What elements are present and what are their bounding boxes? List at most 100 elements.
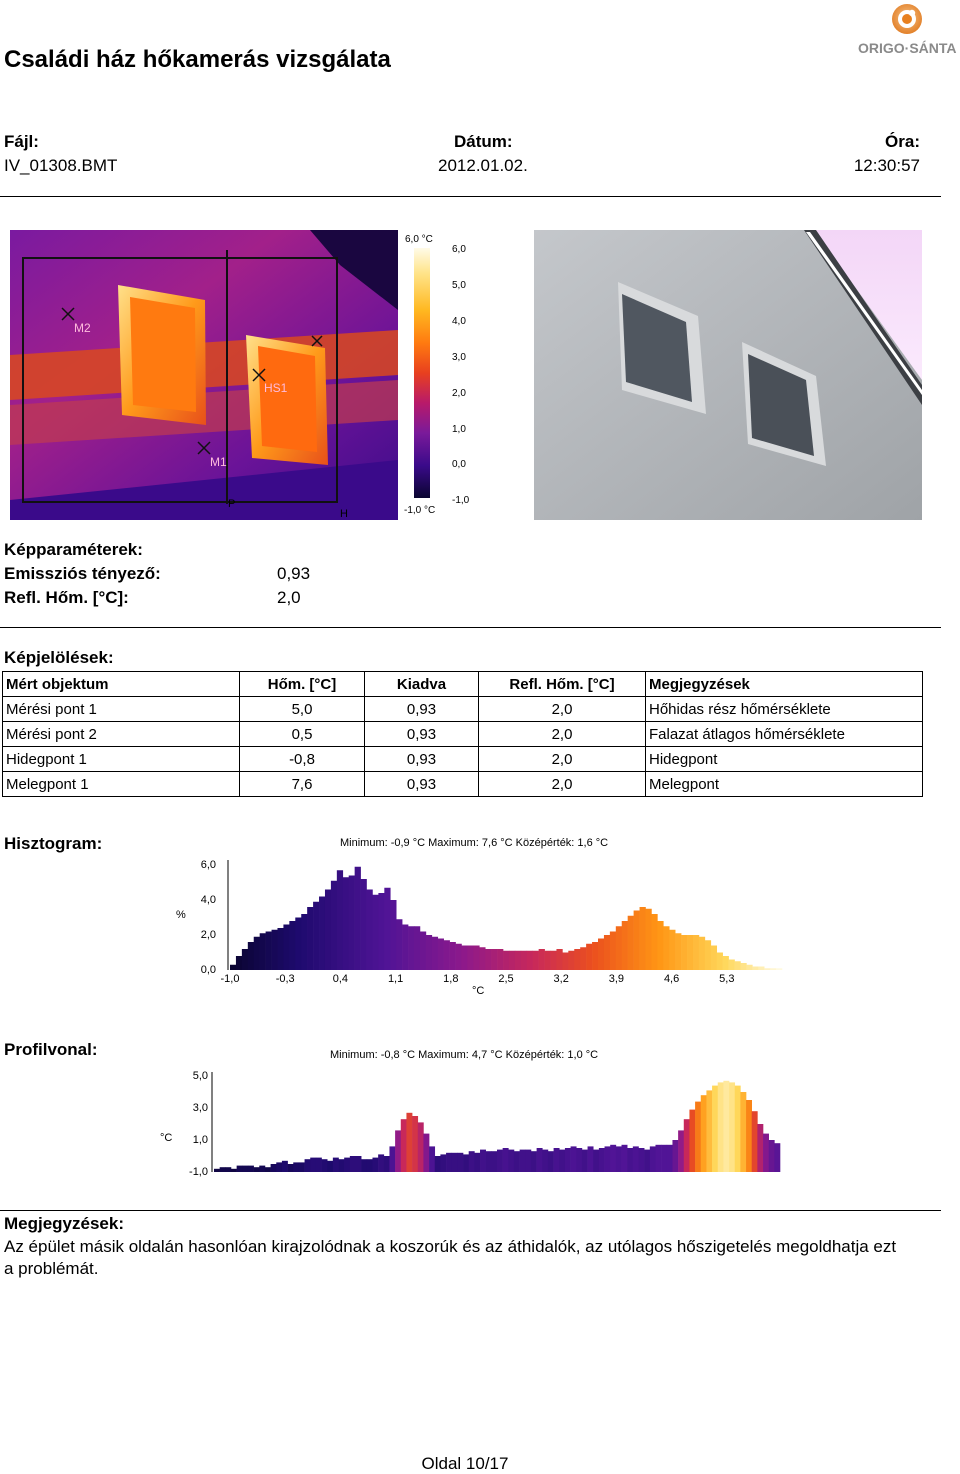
histogram-bar xyxy=(497,949,504,970)
scale-tick: 0,0 xyxy=(452,459,466,470)
histogram-x-tick: 5,3 xyxy=(719,973,734,985)
scale-top-label: 6,0 °C xyxy=(405,234,433,245)
notes-text: Az épület másik oldalán hasonlóan kirajz… xyxy=(4,1237,897,1278)
profile-bar xyxy=(406,1112,413,1172)
marker-hs1: HS1 xyxy=(264,381,288,395)
table-cell: -0,8 xyxy=(239,746,365,772)
table-cell: Hidegpont xyxy=(645,746,923,772)
profile-bar xyxy=(230,1168,237,1172)
histogram-bar xyxy=(740,963,747,970)
table-cell: Falazat átlagos hőmérséklete xyxy=(645,721,923,747)
profile-bar xyxy=(632,1146,639,1172)
histogram-bar xyxy=(342,877,350,970)
profile-bar xyxy=(423,1133,430,1172)
histogram-x-tick: -1,0 xyxy=(221,973,240,985)
table-cell: 5,0 xyxy=(239,696,365,722)
profile-bar xyxy=(497,1149,503,1172)
histogram-bar xyxy=(669,929,676,970)
profile-bar xyxy=(587,1146,594,1172)
profile-bar xyxy=(378,1154,385,1172)
refl-temp-value: 2,0 xyxy=(277,588,301,607)
histogram-bar xyxy=(764,968,771,970)
profile-bar xyxy=(400,1119,407,1172)
histogram-bar xyxy=(235,956,243,970)
histogram-bar xyxy=(485,949,492,970)
histogram-bar xyxy=(514,950,522,970)
histogram-bar xyxy=(491,949,498,970)
profile-bar xyxy=(321,1159,328,1172)
histogram-bar xyxy=(592,942,599,970)
histogram-bar xyxy=(710,945,718,970)
profile-bar xyxy=(751,1111,758,1172)
histogram-bar xyxy=(770,968,777,970)
profile-bar xyxy=(508,1149,515,1172)
histogram-bar xyxy=(419,931,427,970)
profile-title: Profilvonal: xyxy=(4,1040,98,1059)
histogram-y-tick: 2,0 xyxy=(201,929,216,941)
profile-bar xyxy=(717,1082,724,1172)
profile-bar xyxy=(457,1152,464,1172)
table-cell: 0,5 xyxy=(239,721,365,747)
profile-bar xyxy=(502,1148,509,1172)
histogram-bar xyxy=(241,949,249,970)
profile-bar xyxy=(700,1095,707,1172)
profile-bar xyxy=(372,1157,379,1172)
histogram-bar xyxy=(556,949,563,970)
histogram-bar xyxy=(247,942,255,970)
profile-bar xyxy=(389,1146,396,1172)
profile-bar xyxy=(366,1159,373,1172)
histogram-bar xyxy=(722,956,729,970)
profile-y-tick: 3,0 xyxy=(193,1102,208,1114)
histogram-bar xyxy=(384,887,391,970)
file-value: IV_01308.BMT xyxy=(4,156,118,175)
marker-h: H xyxy=(340,508,348,520)
histogram-bar xyxy=(319,896,326,970)
histogram-bar xyxy=(437,938,444,970)
profile-bar xyxy=(327,1160,334,1172)
profile-bar xyxy=(446,1152,453,1172)
table-row: Mérési pont 1 5,0 0,93 2,0 Hőhidas rész … xyxy=(2,696,923,722)
profile-bar xyxy=(344,1157,351,1172)
histogram-title: Hisztogram: xyxy=(4,834,103,853)
profile-y-tick: 5,0 xyxy=(193,1070,208,1082)
profile-bar xyxy=(463,1154,469,1172)
page-number: Oldal 10/17 xyxy=(421,1454,509,1473)
histogram-bar xyxy=(425,935,433,970)
histogram-bar xyxy=(301,914,308,970)
thermal-image: M2 HS1 M1 xyxy=(10,230,398,520)
logo-text: ORIGO·SÁNTA xyxy=(858,40,957,56)
histogram-bar xyxy=(681,935,688,970)
histogram-bar xyxy=(728,959,735,970)
profile-bar xyxy=(219,1167,226,1172)
profile-bar xyxy=(225,1167,232,1172)
histogram-bar xyxy=(230,964,237,970)
histogram-bar xyxy=(378,893,385,970)
scale-tick: 3,0 xyxy=(452,352,466,363)
profile-bar xyxy=(525,1149,532,1172)
profile-bar xyxy=(740,1092,747,1172)
profile-bar xyxy=(678,1130,685,1172)
histogram-bar xyxy=(544,950,551,970)
histogram-bar xyxy=(259,933,266,970)
profile-bar xyxy=(666,1144,673,1172)
histogram-bar xyxy=(627,915,634,970)
histogram-bar xyxy=(396,919,403,970)
histogram-x-tick: 4,6 xyxy=(664,973,679,985)
table-cell: Mérési pont 2 xyxy=(2,721,240,747)
table-row: Melegpont 1 7,6 0,93 2,0 Melegpont xyxy=(2,771,923,797)
histogram-bar xyxy=(330,880,338,970)
profile-bar xyxy=(315,1157,322,1172)
profile-bar xyxy=(338,1159,345,1172)
profile-bar xyxy=(485,1151,492,1172)
table-cell: Melegpont xyxy=(645,771,923,797)
histogram-bar xyxy=(354,866,361,970)
table-cell: 2,0 xyxy=(478,771,646,797)
table-cell: 0,93 xyxy=(364,721,479,747)
histogram-x-tick: 3,9 xyxy=(609,973,624,985)
divider xyxy=(0,196,941,197)
divider xyxy=(0,1210,941,1211)
time-label: Óra: xyxy=(885,132,920,151)
profile-bar xyxy=(214,1168,220,1172)
profile-bar xyxy=(383,1156,390,1172)
histogram-x-tick: 0,4 xyxy=(333,973,348,985)
